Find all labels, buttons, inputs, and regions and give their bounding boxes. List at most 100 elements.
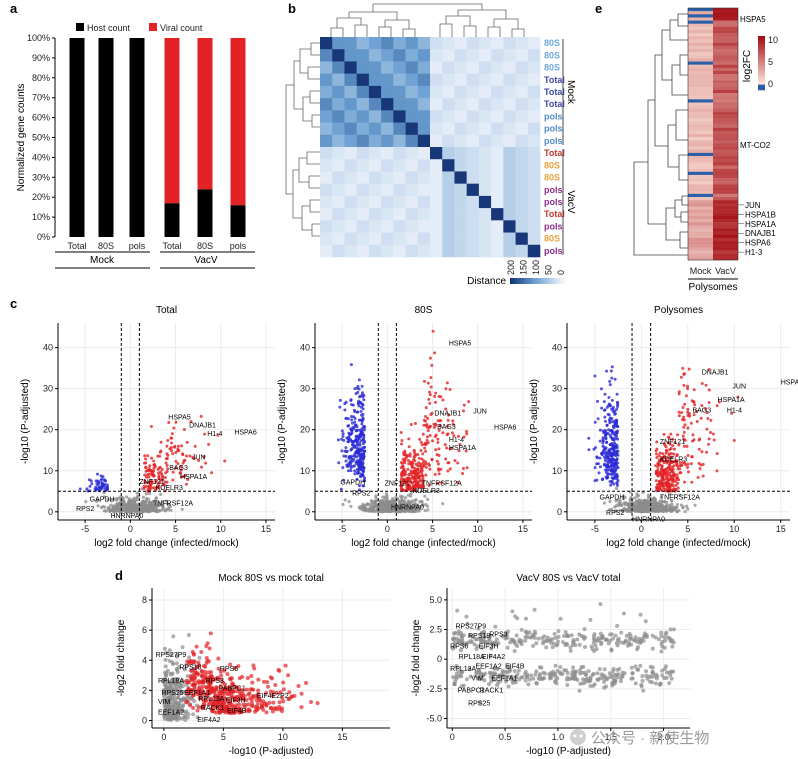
panel-label-a: a (10, 1, 18, 16)
point-up (672, 464, 676, 468)
heatmap-cell-mock (688, 156, 713, 160)
point-ns (341, 502, 345, 507)
heatmap-cell (417, 134, 431, 148)
point-down (613, 412, 617, 416)
point-sig (208, 631, 213, 636)
point-up (203, 432, 207, 436)
heatmap-cell (393, 85, 406, 99)
y-axis-title: -log10 (P-adjusted) (20, 379, 31, 464)
point-up (678, 464, 682, 468)
point-up (461, 409, 465, 413)
heatmap-cell (356, 110, 370, 123)
point-sig (264, 710, 269, 715)
heatmap-cell-mock (688, 256, 713, 261)
heatmap-cell (466, 244, 480, 258)
point-up (182, 427, 186, 431)
x-axis-title: log2 fold change (infected/mock) (94, 538, 239, 549)
point-up (433, 472, 437, 476)
point-sig (252, 666, 257, 671)
point-sig (277, 700, 282, 705)
point (629, 676, 634, 681)
point-up (420, 466, 424, 470)
point-up (402, 473, 406, 477)
heatmap-cell (478, 134, 492, 148)
point-ns (678, 493, 682, 497)
heatmap-cell-mock (688, 168, 713, 172)
point-down (363, 476, 367, 480)
heatmap-cell-vacv (713, 74, 738, 78)
point-up (434, 422, 438, 426)
heatmap-cell (393, 134, 406, 148)
heatmap-cell (527, 49, 541, 62)
dendrogram-branch (678, 154, 688, 181)
point-down (354, 429, 358, 433)
point-up (193, 444, 197, 448)
point (617, 667, 622, 672)
point-down (362, 455, 366, 459)
heatmap-cell (405, 73, 419, 87)
point (623, 638, 628, 643)
point-up (699, 416, 703, 420)
dendrogram-branch (402, 28, 416, 37)
point (602, 679, 607, 684)
heatmap-cell (466, 49, 480, 62)
point-ns (669, 499, 674, 503)
point-up (430, 363, 434, 367)
point (531, 633, 536, 638)
heatmap-cell (393, 122, 406, 136)
heatmap-cell-mock (688, 108, 713, 113)
heatmap-cell (527, 98, 541, 111)
heatmap-cell (320, 49, 333, 62)
y-tick-label: 70% (32, 93, 50, 103)
x-tick-label: 15 (776, 524, 786, 534)
point (532, 629, 537, 634)
heatmap-cell (393, 183, 406, 197)
point-up (159, 440, 163, 444)
point-ns (369, 499, 373, 503)
point-up (142, 485, 146, 489)
point-down (342, 438, 346, 442)
point (532, 607, 537, 612)
point-sig (184, 700, 189, 705)
dendrogram-branch (384, 19, 410, 29)
heatmap-cell-vacv (713, 20, 738, 24)
point-up (662, 461, 666, 465)
heatmap-cell (503, 49, 516, 62)
point-up (408, 460, 412, 464)
heatmap-cell-mock (688, 8, 713, 12)
gene-label: RPL13A (450, 666, 476, 673)
x-tick-label: 15 (261, 524, 271, 534)
point-down (607, 395, 611, 399)
heatmap-cell-vacv (713, 14, 738, 18)
panel-label-e: e (595, 1, 602, 16)
point-ns (654, 502, 658, 506)
point-ns (186, 632, 191, 637)
gene-label: KDELR3 (413, 488, 440, 495)
point-sig (185, 680, 190, 685)
gene-label: HSPA6 (494, 425, 517, 432)
point (536, 636, 541, 641)
heatmap-cell (344, 171, 357, 184)
heatmap-cell-mock (688, 42, 713, 46)
point (627, 636, 632, 641)
point-ns (173, 696, 178, 701)
gene-label: RPS3 (489, 632, 507, 639)
point-sig (240, 674, 245, 679)
x-tick-label: 80S (98, 241, 114, 251)
heatmap-cell (381, 110, 394, 123)
point-ns (118, 495, 123, 499)
point-down (362, 439, 366, 443)
heatmap-cell (527, 232, 541, 246)
point (650, 646, 655, 651)
legend-tick-label: 5 (768, 57, 773, 67)
point-down (349, 438, 353, 442)
x-tick-label: 10 (216, 524, 226, 534)
point-down (598, 428, 602, 432)
heatmap-cell (442, 98, 455, 111)
point-down (615, 481, 619, 485)
point-up (655, 455, 659, 459)
point-sig (286, 673, 291, 678)
point-ns (358, 507, 363, 511)
point-up (400, 487, 404, 491)
point-ns (381, 502, 385, 506)
